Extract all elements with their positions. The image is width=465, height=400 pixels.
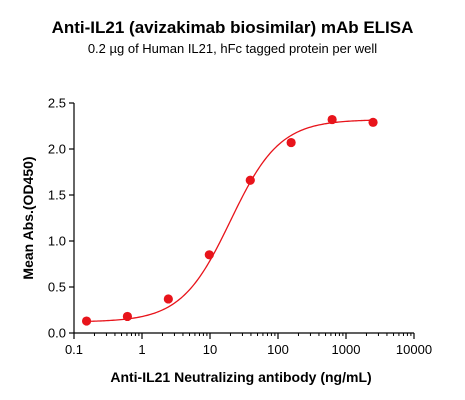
x-tick-label: 1000	[332, 342, 361, 357]
chart-title: Anti-IL21 (avizakimab biosimilar) mAb EL…	[51, 18, 414, 37]
y-tick-label: 2.0	[48, 142, 66, 157]
data-point	[286, 137, 296, 148]
data-point	[245, 175, 255, 185]
y-tick-label: 1.5	[48, 188, 66, 203]
x-tick-label: 100	[267, 342, 289, 357]
chart-subtitle: 0.2 µg of Human IL21, hFc tagged protein…	[87, 41, 378, 56]
y-tick-label: 0.0	[48, 326, 66, 341]
data-point	[81, 316, 92, 326]
data-point	[327, 114, 337, 125]
axes: 0.0 0.5 1.0 1.5 2.0 2.5 0.1 1 10 100 1000 10000	[48, 96, 432, 358]
y-tick-label: 0.5	[48, 280, 66, 295]
y-tick-label: 1.0	[48, 234, 66, 249]
x-tick-label: 1	[138, 342, 145, 357]
fit-curve	[86, 119, 374, 323]
data-point	[163, 294, 173, 304]
y-tick-label: 2.5	[48, 96, 66, 111]
data-point	[122, 311, 133, 322]
fit-curve-layer	[86, 119, 374, 323]
x-tick-label: 10000	[396, 342, 432, 357]
y-axis-label: Mean Abs.(OD450)	[20, 156, 36, 279]
data-points-layer	[81, 114, 378, 326]
data-point	[368, 117, 378, 127]
data-point	[204, 250, 214, 260]
x-tick-label: 0.1	[65, 342, 83, 357]
x-tick-label: 10	[203, 342, 217, 357]
x-axis-label: Anti-IL21 Neutralizing antibody (ng/mL)	[110, 369, 371, 385]
